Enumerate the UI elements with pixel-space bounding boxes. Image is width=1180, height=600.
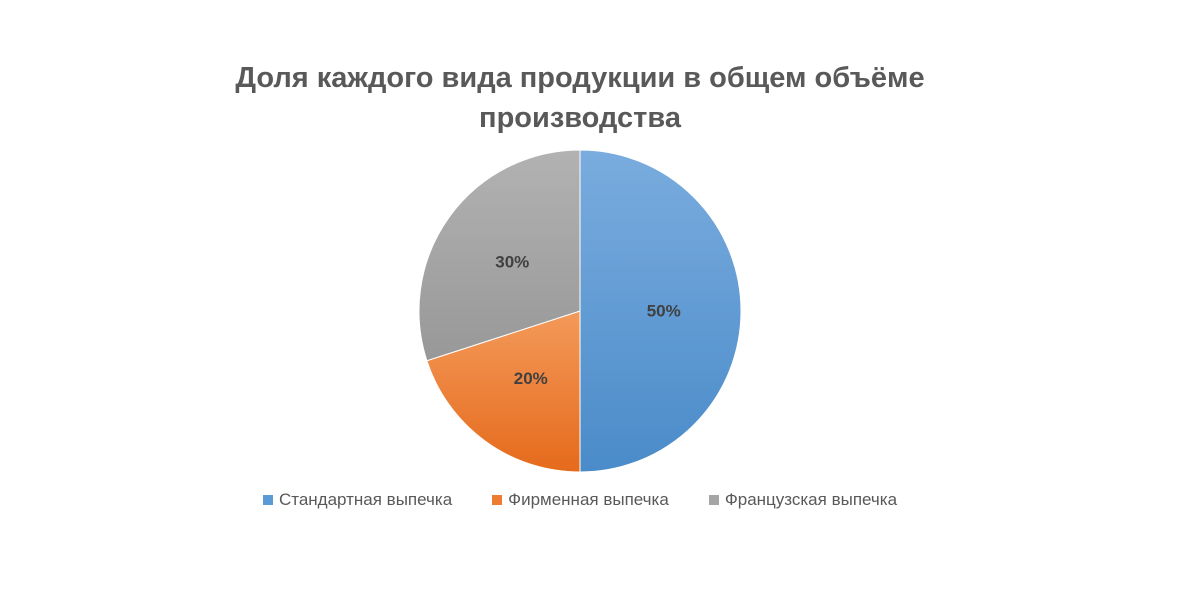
chart-title: Доля каждого вида продукции в общем объё… (0, 58, 1160, 138)
legend-swatch-signature (492, 495, 503, 505)
legend-label-signature: Фирменная выпечка (508, 490, 669, 509)
slice-french (418, 149, 581, 362)
chart-title-line-1: Доля каждого вида продукции в общем объё… (235, 62, 925, 94)
slice-label-signature: 20% (514, 369, 548, 388)
slice-label-standard: 50% (647, 302, 681, 321)
slice-signature (426, 310, 581, 473)
legend-swatch-french (708, 495, 719, 505)
legend-item-french: Французская выпечка (708, 490, 898, 510)
legend: Стандартная выпечка Фирменная выпечка Фр… (0, 490, 1160, 510)
legend-item-signature: Фирменная выпечка (492, 490, 669, 510)
legend-item-standard: Стандартная выпечка (262, 490, 453, 510)
slice-standard (579, 149, 742, 473)
legend-label-standard: Стандартная выпечка (278, 490, 453, 509)
chart-title-line-2: производства (479, 102, 681, 134)
slice-label-french: 30% (495, 252, 529, 271)
legend-label-french: Французская выпечка (724, 490, 898, 509)
legend-swatch-standard (262, 495, 273, 505)
